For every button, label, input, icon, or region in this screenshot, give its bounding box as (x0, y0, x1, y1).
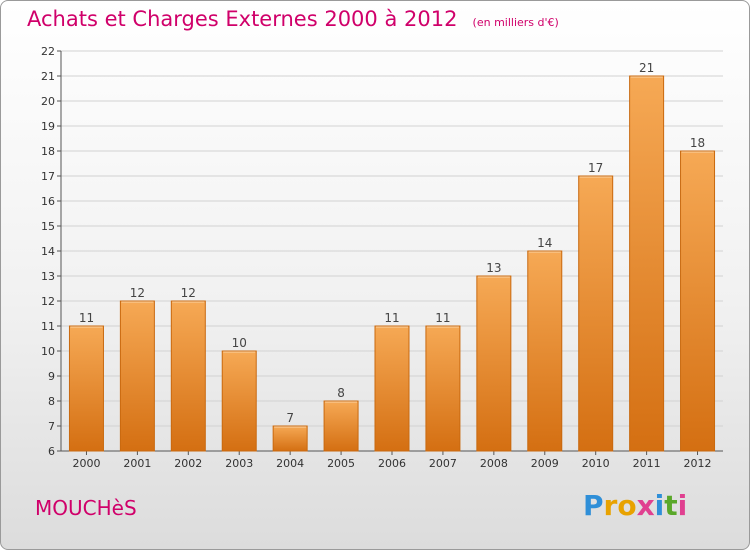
value-label-2004: 7 (286, 411, 294, 425)
y-tick-label: 17 (41, 170, 55, 183)
y-tick-label: 16 (41, 195, 55, 208)
value-label-2003: 10 (232, 336, 247, 350)
y-tick-label: 15 (41, 220, 55, 233)
bar-2008 (476, 275, 512, 452)
y-tick-label: 8 (48, 395, 55, 408)
axes: 6 7 8 9 10 11 12 13 14 15 16 17 18 19 20 21 22 2000 2001 20… (41, 45, 723, 470)
x-tick-label-2001: 2001 (123, 457, 151, 470)
value-label-2005: 8 (337, 386, 345, 400)
x-tick-label-2006: 2006 (378, 457, 406, 470)
value-label-2001: 12 (130, 286, 145, 300)
y-tick-label: 19 (41, 120, 55, 133)
y-tick-label: 6 (48, 445, 55, 458)
bar-2004 (272, 425, 308, 452)
logo-letter: x (636, 489, 655, 522)
value-label-2002: 12 (181, 286, 196, 300)
x-tick-label-2005: 2005 (327, 457, 355, 470)
logo-letter: P (583, 489, 604, 522)
y-tick-label: 7 (48, 420, 55, 433)
bar-2006 (374, 325, 410, 452)
x-tick-label-2011: 2011 (633, 457, 661, 470)
value-label-2011: 21 (639, 61, 654, 75)
town-name: MOUCHèS (35, 496, 137, 520)
y-tick-label: 20 (41, 95, 55, 108)
bar-2011 (629, 75, 665, 452)
value-label-2006: 11 (384, 311, 399, 325)
x-tick-label-2009: 2009 (531, 457, 559, 470)
x-tick-label-2012: 2012 (684, 457, 712, 470)
value-label-2009: 14 (537, 236, 552, 250)
bars (68, 75, 716, 452)
bar-2001 (119, 300, 155, 452)
x-tick-label-2008: 2008 (480, 457, 508, 470)
logo-letter: r (603, 489, 618, 522)
y-tick-label: 10 (41, 345, 55, 358)
x-tick-label-2003: 2003 (225, 457, 253, 470)
logo-letter: o (617, 489, 637, 522)
x-tick-label-2010: 2010 (582, 457, 610, 470)
value-labels: 11 12 12 10 7 8 11 11 13 14 17 21 18 (79, 61, 705, 425)
bar-2000 (68, 325, 104, 452)
proxiti-logo[interactable]: Proxiti (583, 489, 687, 522)
bar-2009 (527, 250, 563, 452)
x-tick-label-2007: 2007 (429, 457, 457, 470)
chart-title: Achats et Charges Externes 2000 à 2012 (27, 7, 458, 31)
y-tick-label: 12 (41, 295, 55, 308)
value-label-2000: 11 (79, 311, 94, 325)
bar-2005 (323, 400, 359, 452)
logo-letter: t (664, 489, 678, 522)
value-label-2007: 11 (435, 311, 450, 325)
y-tick-label: 9 (48, 370, 55, 383)
bar-2010 (578, 175, 614, 452)
bar-2003 (221, 350, 257, 452)
y-tick-label: 13 (41, 270, 55, 283)
bar-2002 (170, 300, 206, 452)
y-tick-label: 21 (41, 70, 55, 83)
value-label-2008: 13 (486, 261, 501, 275)
y-tick-label: 14 (41, 245, 55, 258)
x-tick-label-2002: 2002 (174, 457, 202, 470)
y-tick-label: 22 (41, 45, 55, 58)
y-tick-label: 11 (41, 320, 55, 333)
logo-letter: i (677, 489, 688, 522)
bar-2012 (680, 150, 716, 452)
logo-letter: i (654, 489, 665, 522)
value-label-2010: 17 (588, 161, 603, 175)
value-label-2012: 18 (690, 136, 705, 150)
y-tick-label: 18 (41, 145, 55, 158)
bar-2007 (425, 325, 461, 452)
x-tick-label-2004: 2004 (276, 457, 304, 470)
title-area: Achats et Charges Externes 2000 à 2012 (… (27, 7, 559, 31)
x-tick-label-2000: 2000 (72, 457, 100, 470)
chart-subtitle: (en milliers d'€) (472, 16, 559, 29)
